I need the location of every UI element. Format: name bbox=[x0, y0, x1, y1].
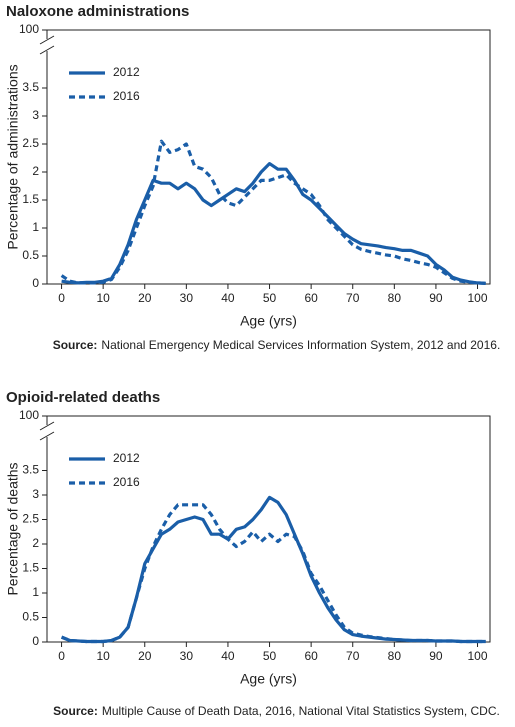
legend-label: 2012 bbox=[113, 451, 140, 465]
x-tick-label: 0 bbox=[58, 291, 65, 305]
y-tick-label: 2.5 bbox=[22, 512, 39, 526]
data-line bbox=[60, 495, 486, 644]
x-tick-label: 40 bbox=[221, 649, 235, 663]
source-label: Source: bbox=[53, 704, 98, 718]
x-axis-title: Age (yrs) bbox=[240, 313, 297, 329]
plot-frame bbox=[46, 415, 491, 643]
source-text: National Emergency Medical Services Info… bbox=[101, 338, 500, 352]
x-tick-label: 50 bbox=[263, 291, 277, 305]
x-tick-label: 50 bbox=[263, 649, 277, 663]
x-tick-label: 40 bbox=[221, 291, 235, 305]
chart-title: Naloxone administrations bbox=[6, 3, 189, 20]
y-tick-label: 3 bbox=[32, 108, 39, 122]
y-tick-label: 1 bbox=[32, 220, 39, 234]
y-tick-label: 3.5 bbox=[22, 463, 39, 477]
axis-break bbox=[39, 421, 55, 431]
x-tick-label: 30 bbox=[180, 291, 194, 305]
source-note: Source: Multiple Cause of Death Data, 201… bbox=[53, 704, 500, 718]
source-label: Source: bbox=[53, 338, 98, 352]
data-line bbox=[61, 162, 486, 285]
x-tick-label: 100 bbox=[468, 649, 488, 663]
x-tick-label: 80 bbox=[388, 649, 402, 663]
y-tick-label: 1.5 bbox=[22, 192, 39, 206]
axis-break bbox=[39, 35, 55, 45]
legend-label: 2016 bbox=[113, 89, 140, 103]
x-tick-label: 70 bbox=[346, 291, 360, 305]
y-tick-label: 2.5 bbox=[22, 136, 39, 150]
x-tick-label: 20 bbox=[138, 649, 152, 663]
y-tick-label: 0.5 bbox=[22, 610, 39, 624]
y-tick-label: 1 bbox=[32, 585, 39, 599]
data-line bbox=[60, 139, 486, 285]
x-tick-label: 70 bbox=[346, 649, 360, 663]
y-tick-label: 3.5 bbox=[22, 80, 39, 94]
x-tick-label: 20 bbox=[138, 291, 152, 305]
y-tick-label: 1.5 bbox=[22, 561, 39, 575]
y-tick-label: 0 bbox=[32, 634, 39, 648]
x-tick-label: 30 bbox=[180, 649, 194, 663]
axis-break bbox=[39, 431, 55, 441]
x-tick-label: 60 bbox=[304, 649, 318, 663]
x-tick-label: 90 bbox=[429, 649, 443, 663]
y-tick-label: 2 bbox=[32, 164, 39, 178]
x-tick-label: 0 bbox=[58, 649, 65, 663]
source-text: Multiple Cause of Death Data, 2016, Nati… bbox=[102, 704, 500, 718]
legend-label: 2012 bbox=[113, 65, 140, 79]
y-tick-label: 3 bbox=[32, 487, 39, 501]
x-tick-label: 60 bbox=[304, 291, 318, 305]
x-tick-label: 100 bbox=[468, 291, 488, 305]
legend-label: 2016 bbox=[113, 475, 140, 489]
chart-title: Opioid-related deaths bbox=[6, 389, 160, 406]
x-tick-label: 80 bbox=[388, 291, 402, 305]
axis-break bbox=[39, 45, 55, 55]
y-axis-title: Percentage of deaths bbox=[5, 462, 21, 595]
y-axis-title: Percentage of administrations bbox=[5, 64, 21, 249]
y-tick-label: 0.5 bbox=[22, 248, 39, 262]
source-note: Source: National Emergency Medical Servic… bbox=[53, 338, 501, 352]
data-line bbox=[60, 503, 486, 644]
plot-frame bbox=[46, 29, 491, 285]
x-tick-label: 10 bbox=[96, 291, 110, 305]
y-tick-label: 100 bbox=[19, 22, 39, 36]
y-tick-label: 0 bbox=[32, 276, 39, 290]
y-tick-label: 2 bbox=[32, 536, 39, 550]
x-tick-label: 90 bbox=[429, 291, 443, 305]
y-tick-label: 100 bbox=[19, 408, 39, 422]
x-axis-title: Age (yrs) bbox=[240, 671, 297, 687]
x-tick-label: 10 bbox=[96, 649, 110, 663]
